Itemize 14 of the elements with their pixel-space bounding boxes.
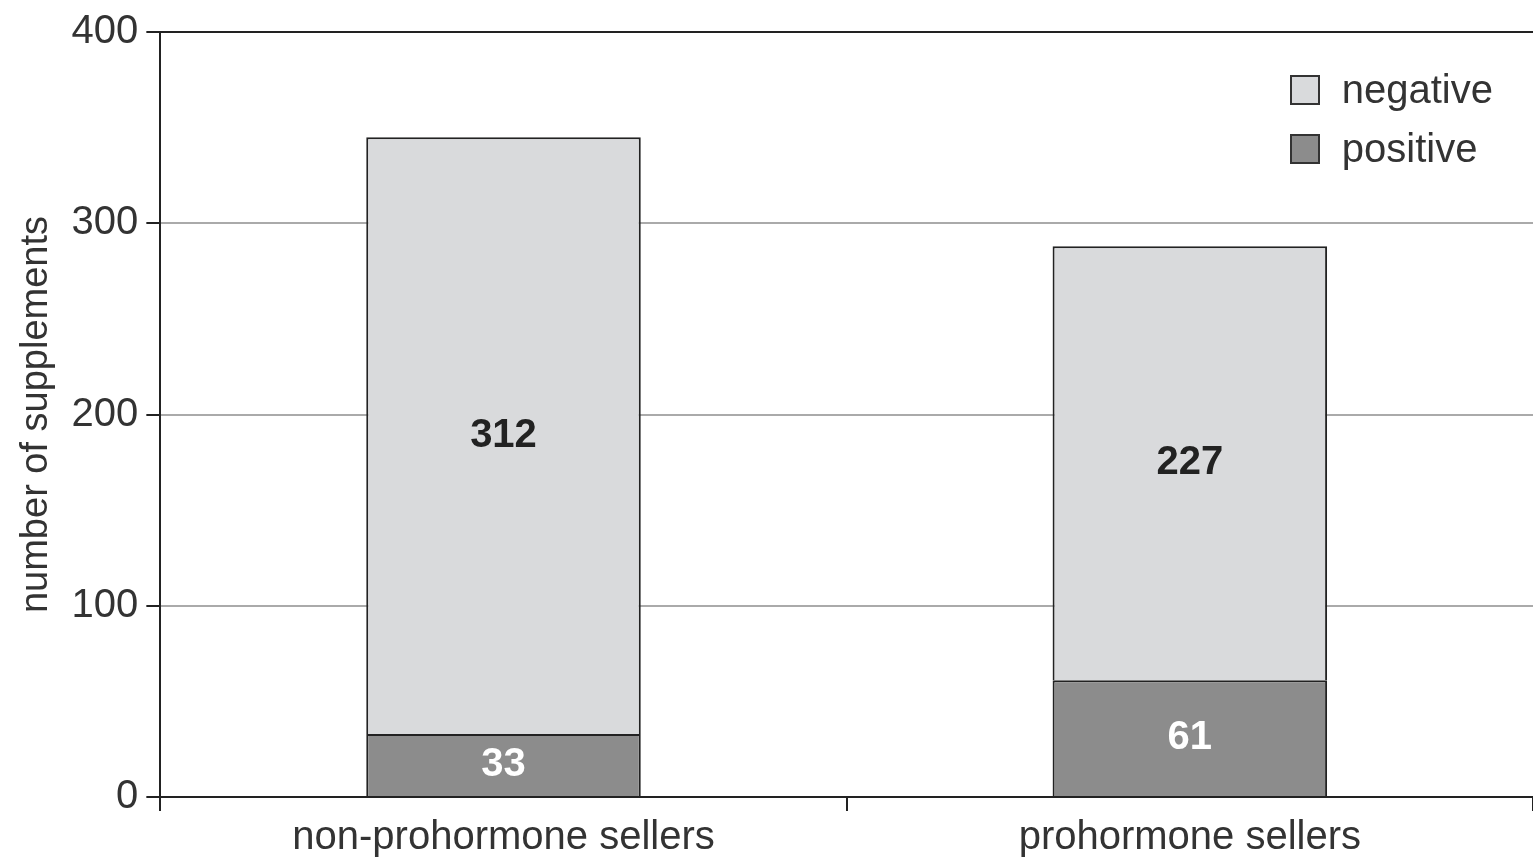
- data-label: 33: [481, 739, 526, 784]
- data-label: 227: [1156, 438, 1224, 483]
- x-tick-label: prohormone sellers: [1018, 813, 1362, 858]
- y-tick-label: 300: [71, 198, 139, 243]
- x-tick-label: non-prohormone sellers: [292, 813, 715, 858]
- y-tick-label: 400: [71, 7, 139, 52]
- data-label: 61: [1167, 713, 1213, 758]
- y-tick-label: 200: [71, 389, 139, 434]
- y-tick-label: 0: [116, 772, 139, 817]
- data-label: 312: [470, 410, 537, 455]
- y-tick-label: 100: [71, 580, 139, 625]
- legend-label: negative: [1341, 67, 1493, 112]
- legend-label: positive: [1341, 126, 1478, 171]
- y-axis-title: number of supplements: [13, 215, 56, 614]
